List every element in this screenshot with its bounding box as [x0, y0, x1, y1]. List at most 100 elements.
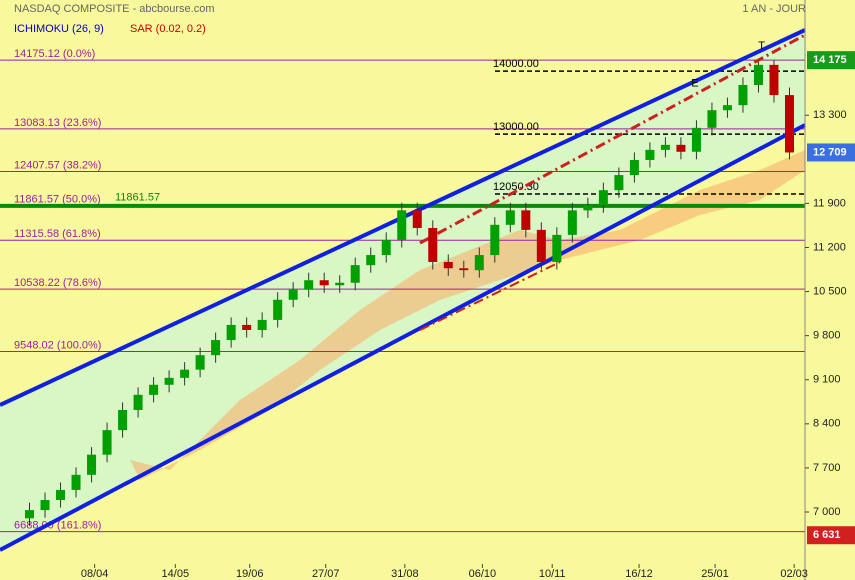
candle-body: [412, 210, 422, 228]
price-badge-label: 12 709: [813, 146, 847, 158]
candle-body: [567, 210, 577, 235]
fib-label: 12407.57 (38.2%): [14, 159, 101, 171]
price-badge: [807, 143, 855, 162]
candle-body: [164, 377, 174, 385]
candle-body: [552, 234, 562, 262]
candle-body: [583, 205, 593, 211]
fib-label: 13083.13 (23.6%): [14, 117, 101, 129]
candle-body: [629, 159, 639, 176]
dashed-level-label: 14000.00: [493, 58, 539, 70]
candle-body: [660, 144, 670, 150]
x-tick-label: 31/08: [391, 568, 419, 580]
candle-body: [738, 85, 748, 106]
candle-body: [397, 210, 407, 240]
candle-body: [257, 319, 267, 330]
candle-body: [722, 105, 732, 111]
legend-entry: SAR (0.02, 0.2): [130, 23, 206, 35]
y-tick-label: 8 400: [813, 418, 841, 430]
price-badge: [807, 526, 855, 545]
candle-body: [707, 110, 717, 128]
candle-body: [242, 324, 252, 330]
x-tick-label: 19/06: [236, 568, 264, 580]
y-tick-label: 10 500: [813, 285, 847, 297]
candle-body: [428, 227, 438, 262]
trend-line: [419, 261, 561, 331]
candle-body: [459, 268, 469, 271]
candle-body: [784, 95, 794, 153]
x-tick-label: 27/07: [312, 568, 340, 580]
candle-body: [288, 289, 298, 300]
annotation: T: [758, 40, 765, 52]
candle-body: [149, 384, 159, 395]
y-tick-label: 9 100: [813, 374, 841, 386]
candle-body: [335, 282, 345, 286]
trend-line: [419, 33, 806, 245]
candle-body: [521, 210, 531, 230]
candle-body: [118, 409, 128, 431]
candle-body: [645, 149, 655, 160]
candle-body: [304, 280, 314, 290]
candle-body: [350, 265, 360, 283]
candle-body: [536, 229, 546, 262]
candle-body: [474, 255, 484, 271]
candle-body: [614, 175, 624, 191]
candle-body: [443, 261, 453, 269]
fib-label: 11861.57 (50.0%): [14, 194, 101, 206]
x-tick-label: 25/01: [701, 568, 729, 580]
y-tick-label: 11 900: [813, 197, 846, 209]
levels: 14175.12 (0.0%) 13083.13 (23.6%) 12407.57 …: [0, 48, 805, 533]
x-tick-label: 10/11: [539, 568, 566, 580]
candle-body: [226, 324, 236, 341]
candle-body: [25, 510, 35, 519]
y-tick-label: 9 800: [813, 330, 841, 342]
candle-body: [490, 224, 500, 256]
candle-body: [676, 144, 686, 152]
x-tick-label: 06/10: [469, 568, 497, 580]
candle-body: [381, 239, 391, 256]
candle-body: [133, 394, 143, 410]
candle-body: [71, 474, 81, 490]
candles: [25, 60, 794, 526]
candle-body: [180, 369, 190, 378]
candle-body: [273, 299, 283, 320]
candle-body: [40, 500, 50, 511]
fib-label: 11315.58 (61.8%): [14, 228, 101, 240]
candle-body: [102, 430, 112, 455]
candle-body: [753, 64, 763, 86]
fib-label: 6688.00 (161.8%): [14, 520, 101, 532]
dashed-level-label: 13000.00: [493, 121, 539, 133]
support-label: 11861.57: [115, 192, 160, 204]
channel-lower: [0, 123, 806, 552]
chart-title: NASDAQ COMPOSITE - abcbourse.com: [14, 3, 215, 15]
fib-label: 10538.22 (78.6%): [14, 277, 101, 289]
x-tick-label: 14/05: [162, 568, 190, 580]
y-tick-label: 13 300: [813, 109, 847, 121]
candle-body: [366, 255, 376, 266]
candle-body: [598, 190, 608, 206]
y-tick-label: 11 200: [813, 241, 846, 253]
annotation: E: [691, 78, 698, 90]
period: 1 AN - JOUR: [742, 3, 806, 15]
fib-label: 9548.02 (100.0%): [14, 339, 101, 351]
y-tick-label: 7 000: [813, 506, 841, 518]
legend-entry: ICHIMOKU (26, 9): [14, 23, 104, 35]
candle-body: [505, 210, 515, 225]
candle-body: [691, 127, 701, 152]
price-badge: [807, 51, 855, 70]
candle-body: [319, 280, 329, 286]
candle-body: [769, 64, 779, 96]
fib-label: 14175.12 (0.0%): [14, 48, 95, 60]
price-badge-label: 6 631: [813, 529, 841, 541]
candle-body: [56, 489, 66, 501]
candle-body: [195, 355, 205, 370]
ichimoku-cloud: [130, 150, 805, 480]
y-tick-label: 7 700: [813, 462, 841, 474]
x-tick-label: 16/12: [625, 568, 653, 580]
candle-body: [211, 340, 221, 356]
price-badge-label: 14 175: [813, 54, 847, 66]
candle-body: [87, 454, 97, 475]
x-tick-label: 02/03: [780, 568, 808, 580]
x-tick-label: 08/04: [81, 568, 109, 580]
